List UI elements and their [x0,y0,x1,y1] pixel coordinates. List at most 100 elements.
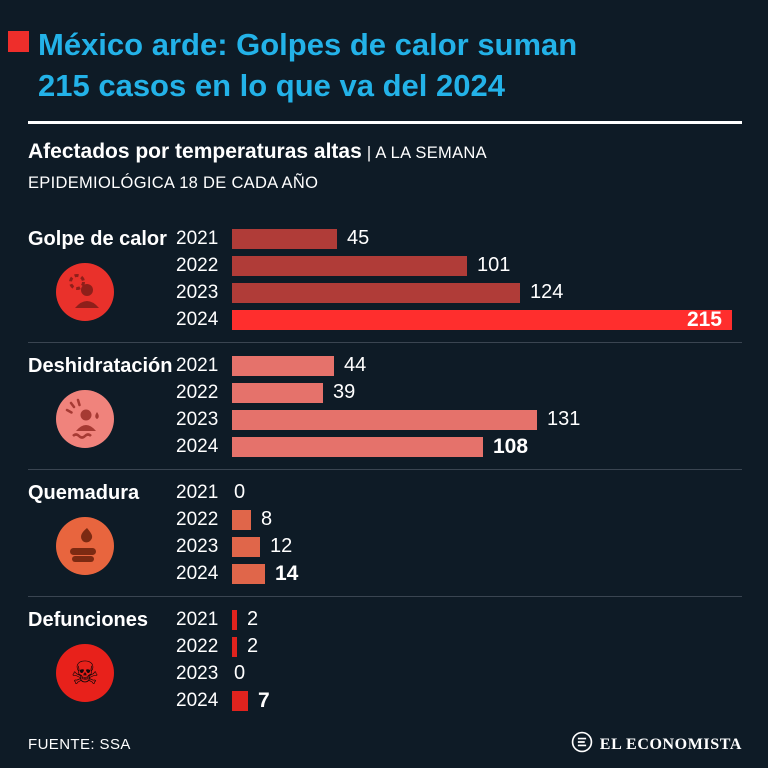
year-label: 2023 [176,662,219,684]
bar-track: 45 [232,227,742,250]
year-label: 2023 [176,408,219,430]
bar-row-2023: 2023 131 [176,408,742,431]
bar-track: 2 [232,635,742,658]
bar: 215 [232,307,732,331]
chart-group-golpe-de-calor: Golpe de calor 2021 45 2022 101 2023 124 2024 21… [28,216,742,343]
chart-group-quemadura: Quemadura 2021 0 2022 8 2023 12 2024 14 [28,470,742,597]
bar-row-2023: 2023 124 [176,281,742,304]
header: México arde: Golpes de calor suman 215 ca… [8,24,742,198]
bar-track: 101 [232,254,742,277]
bar-rows: 2021 2 2022 2 2023 0 2024 7 [176,608,742,713]
bar [232,282,520,303]
bar [232,563,265,584]
group-label-column: Defunciones ☠ [28,609,176,711]
bar [232,609,237,630]
bar-chart: Golpe de calor 2021 45 2022 101 2023 124 2024 21… [28,216,742,723]
bar [232,690,248,711]
bar-rows: 2021 45 2022 101 2023 124 2024 215 [176,227,742,331]
bar-track: 131 [232,408,742,431]
svg-text:☠: ☠ [71,654,100,692]
subtitle-bold: Afectados por temperaturas altas [28,140,362,163]
group-label-column: Golpe de calor [28,228,176,330]
bar [232,228,337,249]
bar-row-2023: 2023 12 [176,535,742,557]
bar-row-2021: 2021 45 [176,227,742,250]
value-label: 131 [547,408,581,430]
value-label: 0 [234,662,246,684]
page-title: México arde: Golpes de calor suman 215 ca… [38,24,577,106]
chart-group-deshidratacion: Deshidratación 2021 44 2022 39 2023 131 2024 108 [28,343,742,470]
year-label: 2022 [176,254,219,276]
year-label: 2023 [176,535,219,557]
value-label: 8 [261,508,273,530]
year-label: 2021 [176,227,219,249]
dehydration-icon [56,390,114,448]
group-name: Deshidratación [28,355,173,377]
value-label: 12 [270,535,293,557]
value-label: 2 [247,608,259,630]
bar-track: 7 [232,689,742,713]
group-label-column: Deshidratación [28,355,176,457]
bar-row-2022: 2022 8 [176,508,742,530]
value-label: 0 [234,481,246,503]
bar [232,536,260,557]
year-label: 2024 [176,689,219,711]
brand-name: EL ECONOMISTA [599,735,742,753]
source-label: FUENTE: SSA [28,736,131,753]
bar-row-2024: 2024 215 [176,307,742,331]
value-label: 45 [347,227,370,249]
value-label: 215 [686,307,722,331]
year-label: 2024 [176,308,219,330]
value-label: 2 [247,635,259,657]
year-label: 2022 [176,635,219,657]
title-line-2: 215 casos en lo que va del 2024 [38,68,505,103]
year-label: 2021 [176,608,219,630]
bar-row-2022: 2022 101 [176,254,742,277]
group-name: Golpe de calor [28,228,167,250]
bar-track: 44 [232,354,742,377]
value-label: 44 [344,354,367,376]
skull-crossbones-icon: ☠ [56,644,114,702]
value-label: 108 [493,434,529,458]
bar-row-2023: 2023 0 [176,662,742,685]
bar-row-2021: 2021 44 [176,354,742,377]
year-label: 2021 [176,481,219,503]
year-label: 2023 [176,281,219,303]
title-line-1: México arde: Golpes de calor suman [38,27,578,62]
title-divider [28,121,742,124]
bar-track: 0 [232,481,742,504]
chart-group-defunciones: Defunciones ☠ 2021 2 2022 2 2023 0 2024 7 [28,597,742,723]
footer: FUENTE: SSA EL ECONOMISTA [28,731,742,758]
el-economista-logo: EL ECONOMISTA [571,731,742,758]
bar-track: 215 [232,307,742,331]
heatstroke-icon [56,263,114,321]
el-economista-logo-icon [571,731,593,758]
bar-track: 124 [232,281,742,304]
year-label: 2022 [176,381,219,403]
bar-track: 0 [232,662,742,685]
value-label: 101 [477,254,511,276]
bar [232,436,483,457]
year-label: 2024 [176,562,219,584]
year-label: 2024 [176,435,219,457]
value-label: 39 [333,381,356,403]
subtitle-rest: | A LA SEMANA [366,144,487,162]
bar [232,255,467,276]
chart-subtitle: Afectados por temperaturas altas | A LA … [28,137,742,198]
bar-row-2022: 2022 39 [176,381,742,403]
bar [232,382,323,403]
bar [232,409,537,430]
bar-rows: 2021 44 2022 39 2023 131 2024 108 [176,354,742,458]
bar-row-2022: 2022 2 [176,635,742,658]
bar-track: 14 [232,562,742,586]
year-label: 2021 [176,354,219,376]
value-label: 7 [258,688,270,712]
bar [232,355,334,376]
bar-row-2024: 2024 108 [176,434,742,458]
bar-row-2024: 2024 7 [176,689,742,713]
bar-rows: 2021 0 2022 8 2023 12 2024 14 [176,481,742,586]
subtitle-line-2: EPIDEMIOLÓGICA 18 DE CADA AÑO [28,174,319,192]
bar-row-2021: 2021 0 [176,481,742,504]
burn-hand-icon [56,517,114,575]
